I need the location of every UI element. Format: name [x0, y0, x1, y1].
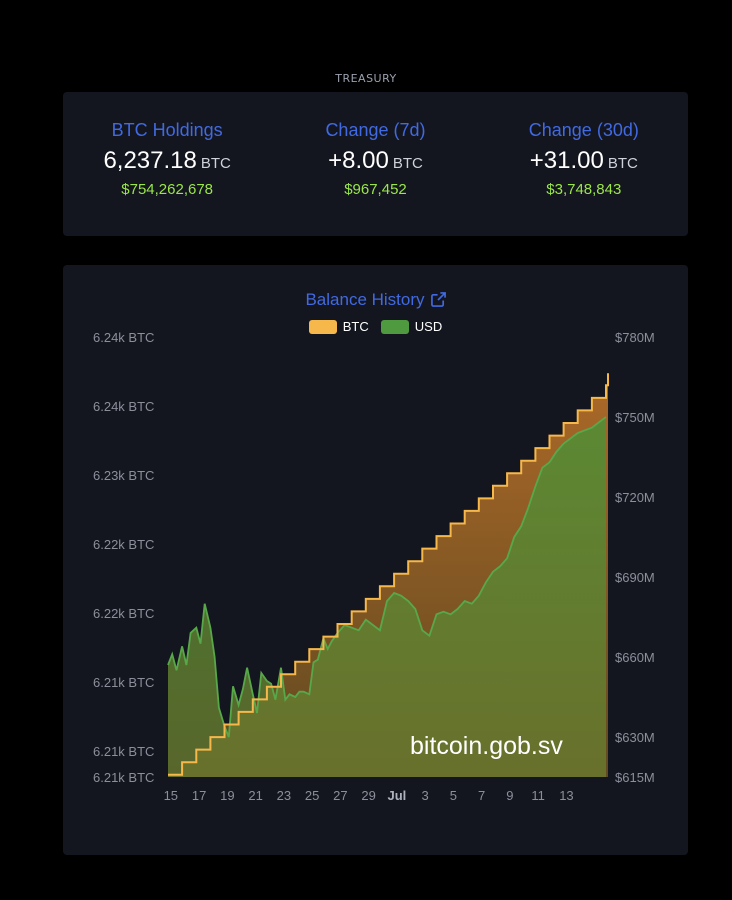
- stat-label: BTC Holdings: [111, 120, 223, 140]
- legend-swatch-btc: [308, 319, 337, 334]
- x-tick-label: 21: [248, 788, 262, 803]
- x-tick-label: 29: [361, 788, 375, 803]
- btc-line: [168, 373, 609, 776]
- y-right-tick-label: $630M: [615, 730, 655, 745]
- x-tick-label: 5: [450, 788, 457, 803]
- y-left-tick-label: 6.22k BTC: [93, 537, 154, 552]
- stat-unit: BTC: [200, 155, 231, 172]
- x-tick-label: 19: [220, 788, 234, 803]
- y-left-tick-label: 6.22k BTC: [93, 606, 154, 621]
- balance-history-chart: 6.24k BTC 6.24k BTC 6.23k BTC 6.22k BTC 6.22…: [93, 330, 655, 803]
- y-right-tick-label: $720M: [615, 490, 655, 505]
- x-tick-label: 13: [559, 788, 573, 803]
- x-tick-label: 25: [305, 788, 319, 803]
- y-left-tick-label: 6.24k BTC: [93, 330, 154, 345]
- stat-change-30d: Change (30d) +31.00 BTC $3,748,843: [484, 92, 684, 198]
- watermark: bitcoin.gob.sv: [410, 732, 563, 760]
- x-tick-label: Jul: [387, 788, 406, 803]
- x-tick-label: 3: [422, 788, 429, 803]
- legend-item-btc[interactable]: BTC: [308, 319, 369, 334]
- y-left-tick-label: 6.21k BTC: [93, 770, 154, 785]
- stat-btc-holdings: BTC Holdings 6,237.18 BTC $754,262,678: [67, 92, 267, 198]
- stat-label: Change (7d): [325, 120, 426, 140]
- balance-history-card: 6.24k BTC 6.24k BTC 6.23k BTC 6.22k BTC 6.22…: [63, 265, 688, 855]
- y-right-tick-label: $615M: [615, 770, 655, 785]
- stat-usd: $3,748,843: [546, 181, 622, 198]
- stat-number: +8.00: [328, 147, 389, 174]
- usd-area: [168, 417, 606, 777]
- stat-label: Change (30d): [528, 120, 639, 140]
- legend-item-usd[interactable]: USD: [380, 319, 443, 334]
- y-left-tick-label: 6.23k BTC: [93, 468, 154, 483]
- x-tick-label: 11: [531, 788, 545, 803]
- stat-change-7d: Change (7d) +8.00 BTC $967,452: [275, 92, 475, 198]
- y-left-tick-label: 6.21k BTC: [93, 744, 154, 759]
- x-tick-label: 15: [164, 788, 178, 803]
- legend-label: BTC: [342, 319, 369, 334]
- stat-usd: $967,452: [344, 181, 407, 198]
- stat-value: +8.00 BTC: [275, 147, 475, 175]
- x-tick-label: 27: [333, 788, 347, 803]
- stats-card: BTC Holdings 6,237.18 BTC $754,262,678 Ch…: [63, 92, 688, 236]
- external-link-icon[interactable]: [430, 292, 446, 312]
- section-label: TREASURY: [335, 72, 397, 85]
- y-left-tick-label: 6.21k BTC: [93, 675, 154, 690]
- y-left-tick-label: 6.24k BTC: [93, 399, 154, 414]
- stat-usd: $754,262,678: [121, 181, 214, 198]
- stat-number: 6,237.18: [103, 147, 197, 174]
- y-right-tick-label: $690M: [615, 570, 655, 585]
- x-tick-label: 23: [277, 788, 291, 803]
- stat-unit: BTC: [392, 155, 423, 172]
- chart-title-link[interactable]: Balance History: [63, 290, 688, 312]
- y-right-tick-label: $750M: [615, 410, 655, 425]
- y-right-tick-label: $780M: [615, 330, 655, 345]
- chart-legend: BTC USD: [63, 319, 688, 334]
- legend-label: USD: [414, 319, 443, 334]
- y-right-tick-label: $660M: [615, 650, 655, 665]
- stat-unit: BTC: [607, 155, 638, 172]
- chart-title[interactable]: Balance History: [305, 290, 425, 309]
- legend-swatch-usd: [380, 319, 409, 334]
- stat-value: 6,237.18 BTC: [67, 147, 267, 175]
- stat-value: +31.00 BTC: [484, 147, 684, 175]
- x-tick-label: 7: [478, 788, 485, 803]
- stat-number: +31.00: [529, 147, 604, 174]
- x-tick-label: 9: [506, 788, 513, 803]
- x-tick-label: 17: [192, 788, 206, 803]
